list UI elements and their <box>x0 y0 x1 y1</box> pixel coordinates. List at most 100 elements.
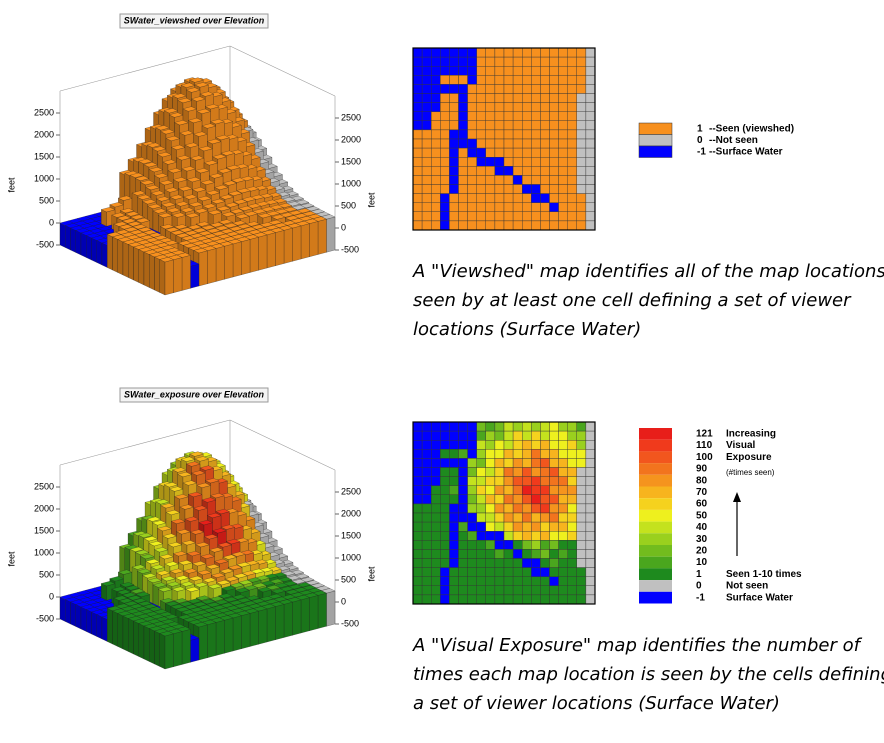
z-tick-label: -500 <box>36 239 54 249</box>
map-cell <box>467 576 477 586</box>
map-cell <box>412 47 423 58</box>
map-cell <box>522 166 532 176</box>
map-cell <box>512 494 523 505</box>
map-cell <box>485 47 496 58</box>
map-cell <box>503 458 514 468</box>
map-cell <box>540 120 550 131</box>
column-top <box>195 221 211 227</box>
map-cell <box>467 147 477 158</box>
z-tick-label: -500 <box>341 244 359 254</box>
column-top <box>202 203 217 209</box>
map-cell <box>449 458 459 468</box>
map-cell <box>522 193 532 203</box>
map-cell <box>585 84 596 94</box>
map-cell <box>440 138 450 149</box>
column-front <box>309 221 319 257</box>
map-cell <box>549 439 559 450</box>
map-cell <box>431 521 441 532</box>
column-top <box>237 223 252 229</box>
column-side <box>128 618 134 655</box>
map-cell <box>540 166 550 176</box>
map-cell <box>558 211 568 222</box>
map-cell <box>412 458 423 468</box>
map-cell <box>549 84 559 94</box>
map-cell <box>549 540 559 550</box>
map-cell <box>531 594 541 605</box>
map-cell <box>440 175 450 185</box>
map-cell <box>440 540 450 550</box>
column-top <box>204 104 220 110</box>
map-cell <box>531 129 541 140</box>
column-top <box>195 595 211 601</box>
map-cell <box>476 147 487 158</box>
z-tick-label: 2000 <box>34 503 54 513</box>
map-cell <box>531 93 541 103</box>
legend-note: (#times seen) <box>726 468 775 477</box>
plot-title-box <box>119 387 269 403</box>
map-cell <box>512 549 523 559</box>
map-cell <box>522 449 532 459</box>
map-cell <box>494 138 505 149</box>
z-tick-label: 0 <box>49 591 54 601</box>
column-front <box>241 613 251 649</box>
column-front <box>292 225 302 262</box>
map-cell <box>485 512 496 523</box>
map-cell <box>458 467 468 477</box>
map-cell <box>412 211 423 222</box>
map-cell <box>549 467 559 477</box>
map-cell <box>549 567 559 577</box>
map-cell <box>540 147 550 158</box>
column-top <box>206 512 222 519</box>
column-top <box>220 150 236 156</box>
map-cell <box>549 166 559 176</box>
column-top <box>185 87 201 93</box>
column-top <box>193 582 209 588</box>
column-top <box>212 154 227 160</box>
map-cell <box>512 47 523 58</box>
map-cell <box>421 156 432 167</box>
map-cell <box>512 512 523 523</box>
column-top <box>220 602 235 608</box>
map-cell <box>440 458 450 468</box>
column-top <box>182 480 198 486</box>
map-cell <box>476 576 487 586</box>
column-top <box>221 585 236 591</box>
map-cell <box>503 56 514 67</box>
map-cell <box>476 421 487 432</box>
column-top <box>220 228 235 234</box>
map-cell <box>449 494 459 505</box>
map-cell <box>485 156 496 167</box>
map-cell <box>540 84 550 94</box>
map-cell <box>522 467 532 477</box>
column-top <box>207 583 223 589</box>
legend-label: Increasing <box>726 428 776 439</box>
map-cell <box>540 458 550 468</box>
column-side <box>65 225 71 251</box>
map-cell <box>549 102 559 112</box>
legend-swatch <box>638 122 673 135</box>
map-cell <box>576 202 587 212</box>
column-front <box>224 617 234 654</box>
map-cell <box>558 184 568 194</box>
map-cell <box>458 102 468 112</box>
legend-swatch <box>638 145 673 158</box>
column-top <box>119 208 135 214</box>
column-top <box>193 505 208 511</box>
map-cell <box>522 594 532 605</box>
map-cell <box>458 93 468 103</box>
map-cell <box>494 503 505 514</box>
map-cell <box>440 494 450 505</box>
column-front <box>241 239 251 275</box>
map-cell <box>431 211 441 222</box>
map-cell <box>494 47 505 58</box>
map-cell <box>549 193 559 203</box>
map-cell <box>485 585 496 596</box>
map-cell <box>458 175 468 185</box>
column-top <box>222 180 238 186</box>
column-top <box>233 199 248 205</box>
column-side <box>154 630 160 667</box>
map-cell <box>522 111 532 121</box>
column-top <box>217 542 232 548</box>
map-cell <box>512 458 523 468</box>
column-top <box>191 187 207 193</box>
